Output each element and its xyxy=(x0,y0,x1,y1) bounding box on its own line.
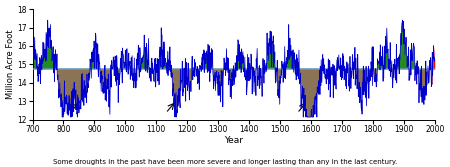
X-axis label: Year: Year xyxy=(224,136,243,145)
Y-axis label: Million Acre Foot: Million Acre Foot xyxy=(5,30,14,99)
Text: Some droughts in the past have been more severe and longer lasting than any in t: Some droughts in the past have been more… xyxy=(53,159,397,165)
